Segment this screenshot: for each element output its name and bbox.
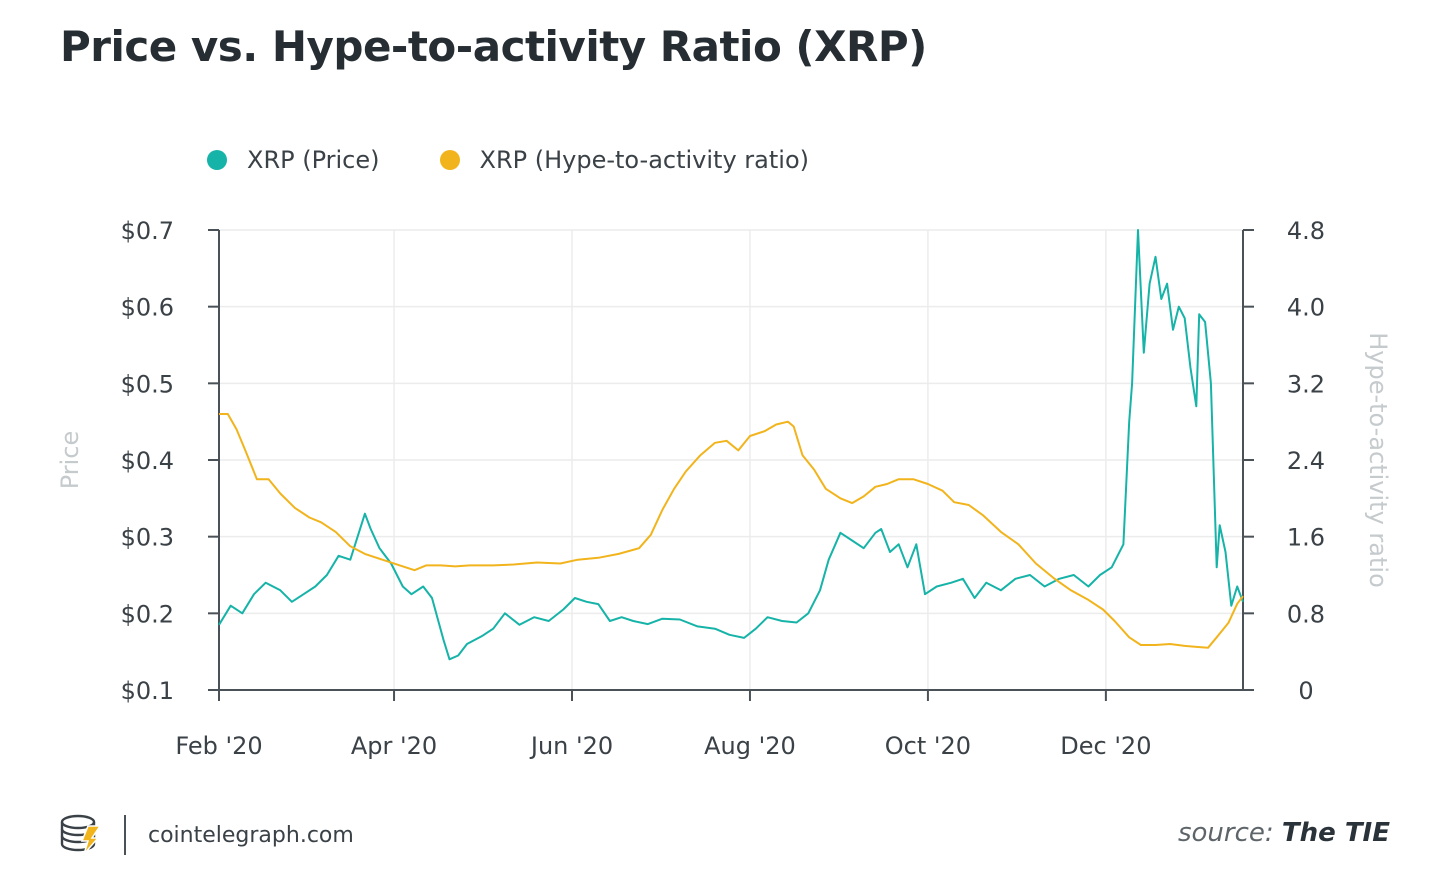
footer-site[interactable]: cointelegraph.com (148, 822, 354, 848)
x-tick-label: Aug '20 (704, 732, 796, 760)
y-left-tick-label: $0.2 (121, 600, 174, 628)
cointelegraph-logo-icon (60, 814, 102, 855)
grid (219, 229, 1243, 690)
x-tick-label: Oct '20 (885, 732, 971, 760)
y-left-tick-label: $0.7 (121, 217, 174, 245)
y-right-tick-label: 0 (1298, 677, 1313, 705)
y-right-tick-label: 4.8 (1287, 217, 1325, 245)
footer-separator (124, 815, 126, 855)
chart-legend: XRP (Price) XRP (Hype-to-activity ratio) (207, 146, 869, 174)
y-left-tick-label: $0.4 (121, 447, 174, 475)
series-layer (218, 229, 1244, 661)
legend-label-price: XRP (Price) (247, 146, 380, 174)
x-tick-label: Dec '20 (1060, 732, 1151, 760)
y-left-tick-label: $0.1 (121, 677, 174, 705)
legend-dot-hype (439, 150, 460, 170)
chart-title: Price vs. Hype-to-activity Ratio (XRP) (60, 22, 927, 71)
x-tick-label: Apr '20 (351, 732, 437, 760)
series-line-hype-ratio (219, 413, 1244, 649)
source-prefix: source: (1177, 818, 1282, 848)
y-right-tick-label: 4.0 (1287, 294, 1325, 322)
y-left-axis-title: Price (56, 431, 84, 490)
legend-item-price: XRP (Price) (207, 146, 380, 174)
legend-dot-price (207, 150, 227, 170)
y-right-axis-title: Hype-to-activity ratio (1364, 332, 1392, 588)
x-tick-label: Feb '20 (175, 732, 262, 760)
source-name: The TIE (1281, 818, 1390, 848)
y-left-tick-label: $0.3 (121, 524, 174, 552)
legend-item-hype: XRP (Hype-to-activity ratio) (439, 146, 809, 174)
legend-label-hype: XRP (Hype-to-activity ratio) (479, 146, 809, 174)
tick-labels: $0.1 $0.2 $0.3 $0.4 $0.5 $0.6 $0.7 0 0.8 1.6 2.4 3.… (56, 217, 1392, 760)
y-left-tick-label: $0.6 (121, 294, 174, 322)
y-right-tick-label: 0.8 (1287, 600, 1325, 628)
source-credit: source: The TIE (1178, 818, 1390, 848)
y-left-tick-label: $0.5 (121, 370, 174, 398)
series-line-price (218, 229, 1244, 661)
y-right-tick-label: 2.4 (1287, 447, 1325, 475)
y-right-tick-label: 3.2 (1287, 370, 1325, 398)
x-tick-label: Jun '20 (529, 732, 613, 760)
y-right-tick-label: 1.6 (1287, 524, 1325, 552)
axes (208, 229, 1254, 701)
footer-brand: cointelegraph.com (58, 814, 354, 856)
